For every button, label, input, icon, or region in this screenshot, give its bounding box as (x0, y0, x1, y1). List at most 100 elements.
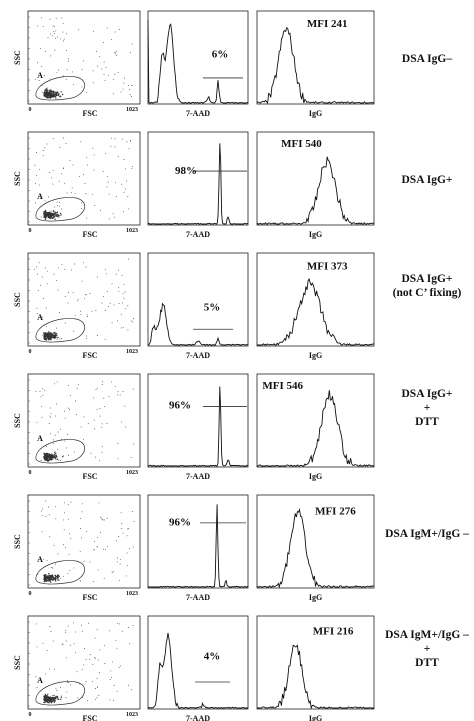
condition-label: DSA IgG+ (380, 173, 474, 187)
scatter-dot (104, 663, 106, 664)
scatter-dot (104, 338, 106, 340)
scatter-dot (53, 25, 55, 27)
mfi-label: MFI 241 (307, 18, 348, 30)
scatter-dot (56, 201, 58, 203)
scatter-dot (64, 417, 66, 419)
scatter-dot (48, 459, 51, 461)
scatter-dot (57, 448, 59, 450)
scatter-dot (54, 383, 55, 385)
scatter-dot (54, 699, 56, 701)
scatter-dot (94, 698, 96, 700)
scatter-dot (49, 18, 51, 20)
condition-line: + (423, 402, 431, 414)
scatter-dot (67, 572, 69, 574)
gate-region (35, 560, 85, 585)
scatter-dot (109, 679, 111, 681)
scatter-dot (92, 30, 94, 32)
scatter-dot (59, 460, 61, 461)
scatter-dot (66, 447, 68, 449)
scatter-dot (42, 155, 44, 157)
histogram-7aad: 96% 7-AAD (147, 373, 249, 481)
scatter-dot (93, 541, 95, 543)
scatter-dot (71, 269, 73, 271)
hist-igg-x-label: IgG (309, 230, 322, 239)
scatter-dot (49, 91, 51, 94)
scatter-dot (42, 25, 44, 27)
scatter-dot (45, 698, 48, 700)
scatter-dot (126, 535, 128, 537)
scatter-dot (48, 453, 51, 455)
mfi-label: MFI 276 (315, 506, 356, 518)
scatter-dot (49, 415, 51, 417)
scatter-dot (48, 334, 51, 336)
scatter-dot (63, 38, 65, 40)
scatter-dot (44, 698, 46, 701)
scatter-dot (125, 308, 127, 310)
scatter-dot (116, 55, 118, 56)
scatter-dot (119, 394, 121, 396)
scatter-dot (125, 168, 127, 170)
scatter-dot (85, 681, 87, 683)
hist-7aad-trace (147, 504, 249, 588)
scatter-dot (52, 578, 54, 580)
scatter-dot (54, 579, 56, 581)
condition-line: DTT (415, 416, 439, 428)
condition-line: (not C’ fixing) (392, 287, 462, 299)
scatter-dot (68, 292, 70, 293)
scatter-dot (64, 631, 66, 633)
scatter-dot (117, 557, 118, 559)
scatter-dot (52, 183, 54, 185)
scatter-dot (91, 193, 93, 195)
scatter-dot (131, 43, 133, 45)
scatter-dot (53, 273, 55, 275)
scatter-dot (102, 171, 104, 173)
scatter-dot (51, 334, 53, 337)
scatter-dot (83, 560, 85, 562)
scatter-dot (103, 296, 104, 298)
scatter-dot (48, 92, 50, 95)
scatter-dot (128, 148, 130, 150)
scatter-panel: A SSC 0 1023 FSC (13, 373, 141, 481)
scatter-dot (101, 68, 103, 70)
scatter-dot (64, 547, 66, 549)
scatter-dot (128, 85, 129, 87)
scatter-dot (124, 77, 125, 79)
scatter-dot (66, 33, 68, 35)
scatter-dot (67, 385, 69, 386)
scatter-dot (130, 456, 132, 458)
scatter-dot (41, 316, 43, 318)
scatter-dot (92, 82, 94, 84)
scatter-dot (51, 567, 52, 569)
scatter-dot (126, 564, 128, 566)
scatter-dot (109, 302, 111, 304)
scatter-dot (46, 97, 49, 99)
scatter-dot (128, 627, 130, 628)
scatter-dot (64, 502, 65, 504)
scatter-dot (50, 581, 52, 583)
scatter-dot (103, 548, 104, 550)
scatter-dot (80, 517, 82, 519)
scatter-dot (109, 699, 111, 701)
scatter-dot (48, 214, 50, 216)
scatter-dot (50, 339, 52, 341)
scatter-dot (126, 180, 128, 182)
scatter-dot (67, 302, 69, 304)
scatter-dot (109, 630, 111, 632)
scatter-dot (62, 75, 64, 77)
scatter-dot (52, 698, 54, 700)
scatter-dot (43, 75, 45, 77)
scatter-dot (52, 214, 55, 217)
scatter-dot (124, 188, 126, 190)
scatter-dot (86, 91, 88, 93)
scatter-dot (53, 333, 55, 335)
scatter-dot (125, 575, 127, 577)
scatter-dot (62, 643, 64, 645)
scatter-dot (49, 55, 51, 57)
scatter-dot (54, 456, 56, 458)
scatter-dot (48, 460, 49, 462)
scatter-y-label: SSC (13, 534, 22, 549)
scatter-dot (45, 216, 47, 218)
mfi-label: MFI 546 (262, 380, 303, 392)
scatter-dot (129, 89, 130, 91)
scatter-dot (47, 452, 49, 455)
